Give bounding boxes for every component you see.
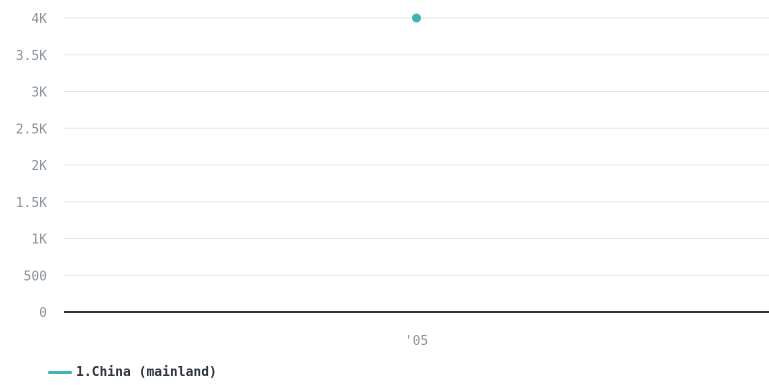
y-tick-label: 0: [39, 306, 47, 321]
y-tick-label: 1.5K: [16, 196, 47, 211]
x-tick-label: '05: [405, 334, 428, 349]
y-tick-label: 4K: [31, 12, 47, 27]
data-point[interactable]: [412, 13, 421, 23]
y-axis-ticks: 0 500 1K 1.5K 2K 2.5K 3K 3.5K 4K: [16, 12, 47, 321]
y-tick-label: 2K: [31, 159, 47, 174]
data-points: [412, 13, 421, 23]
legend-label: 1.China (mainland): [76, 365, 217, 380]
grid-layer: [64, 17, 769, 276]
y-tick-label: 1K: [31, 233, 47, 248]
y-tick-label: 2.5K: [16, 122, 47, 137]
x-axis-ticks: '05: [405, 334, 428, 349]
y-tick-label: 500: [24, 269, 47, 284]
legend[interactable]: 1.China (mainland): [48, 365, 217, 380]
legend-swatch: [48, 371, 72, 374]
y-tick-label: 3K: [31, 86, 47, 101]
y-tick-label: 3.5K: [16, 49, 47, 64]
